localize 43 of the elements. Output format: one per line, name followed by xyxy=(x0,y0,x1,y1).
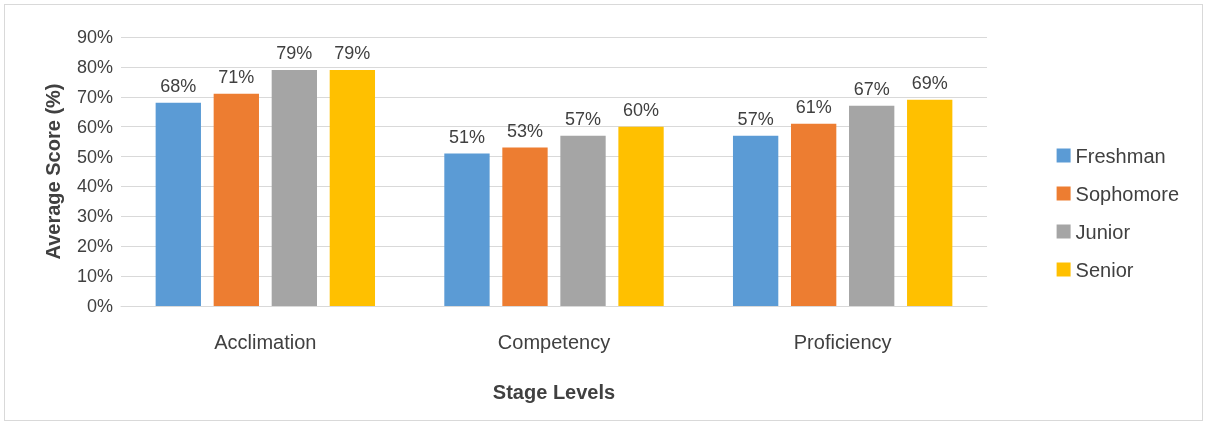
data-label: 79% xyxy=(334,42,371,63)
data-label: 61% xyxy=(795,96,832,117)
bar xyxy=(502,147,548,306)
data-label: 60% xyxy=(623,99,660,120)
data-label: 68% xyxy=(160,75,197,96)
data-label: 51% xyxy=(448,126,485,147)
legend-label: Freshman xyxy=(1075,144,1166,167)
y-tick-label: 50% xyxy=(76,146,113,167)
y-tick-label: 20% xyxy=(76,236,113,257)
y-axis-title: Average Score (%) xyxy=(42,83,64,260)
x-tick-label: Acclimation xyxy=(214,331,317,353)
bar xyxy=(849,105,895,306)
data-label: 57% xyxy=(564,108,602,129)
bar xyxy=(560,135,606,306)
data-label: 71% xyxy=(218,66,255,87)
y-tick-label: 10% xyxy=(76,266,113,287)
data-label: 79% xyxy=(276,42,313,63)
bar xyxy=(271,69,318,306)
data-label: 69% xyxy=(911,72,948,93)
bar xyxy=(444,153,490,306)
x-tick-label: Proficiency xyxy=(793,331,892,353)
bar xyxy=(790,123,837,306)
bar xyxy=(618,126,664,306)
legend-label: Junior xyxy=(1075,220,1131,243)
bar xyxy=(329,69,376,306)
bar xyxy=(213,93,259,306)
y-tick-label: 70% xyxy=(76,86,113,107)
bar xyxy=(907,99,953,306)
bar xyxy=(732,135,779,306)
x-tick-label: Competency xyxy=(497,331,611,353)
legend-label: Sophomore xyxy=(1075,182,1180,205)
bar xyxy=(155,102,201,306)
y-tick-label: 0% xyxy=(86,296,113,316)
data-label: 57% xyxy=(737,108,774,129)
legend-label: Senior xyxy=(1075,258,1134,281)
x-axis-title: Stage Levels xyxy=(492,381,616,403)
data-label: 53% xyxy=(506,120,544,141)
data-label: 67% xyxy=(853,78,890,99)
y-tick-label: 90% xyxy=(76,27,113,47)
y-tick-label: 40% xyxy=(76,176,113,197)
y-tick-label: 80% xyxy=(76,56,113,77)
y-tick-label: 60% xyxy=(76,116,113,137)
y-tick-label: 30% xyxy=(76,206,113,227)
